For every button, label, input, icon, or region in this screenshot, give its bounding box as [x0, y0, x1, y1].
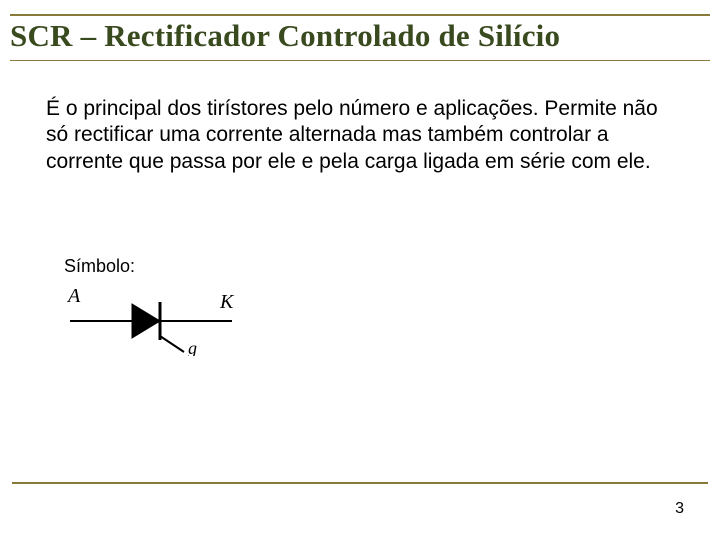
bottom-rule: [12, 482, 708, 484]
page-title: SCR – Rectificador Controlado de Silício: [10, 18, 710, 54]
body-paragraph: É o principal dos tirístores pelo número…: [46, 96, 662, 175]
slide: SCR – Rectificador Controlado de Silício…: [0, 0, 720, 540]
lead-gate-line: [160, 336, 184, 352]
title-rule-bottom: [10, 60, 710, 61]
label-anode: A: [66, 286, 81, 307]
label-cathode: K: [219, 291, 235, 313]
label-gate: g: [188, 338, 197, 356]
page-number: 3: [675, 500, 684, 518]
symbol-label: Símbolo:: [64, 256, 135, 277]
title-rule-top: [10, 14, 710, 16]
diode-triangle-icon: [132, 304, 160, 338]
scr-symbol-svg: A K g: [62, 286, 252, 356]
scr-symbol-diagram: A K g: [62, 286, 252, 356]
